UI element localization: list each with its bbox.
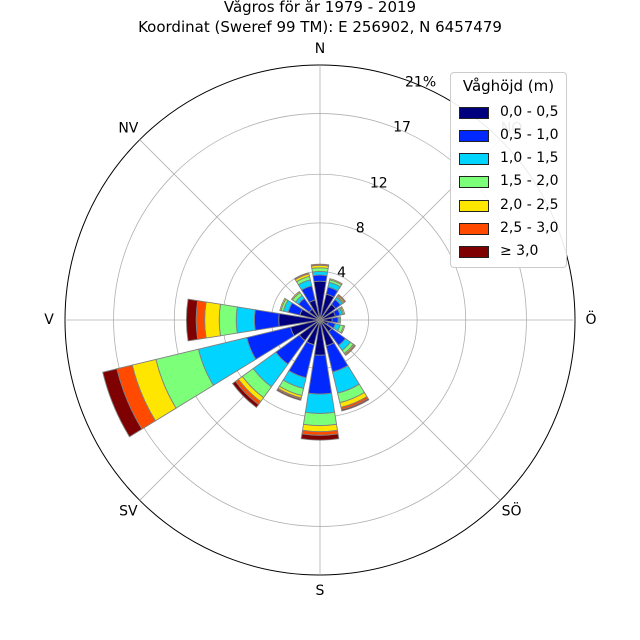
direction-label: SÖ	[502, 502, 522, 520]
legend-label: 2,5 - 3,0	[500, 220, 559, 236]
rose-bar-segment	[279, 297, 287, 312]
legend-label: 1,0 - 1,5	[500, 150, 559, 166]
rose-bar-segment	[293, 272, 310, 281]
rose-bar-segment	[300, 433, 340, 441]
legend-swatch	[459, 153, 489, 165]
rose-bar-segment	[340, 325, 346, 334]
rose-bar-segment	[310, 263, 330, 267]
rose-bar-segment	[235, 306, 256, 334]
rose-bar-segment	[204, 301, 221, 339]
legend: Våghöjd (m) 0,0 - 0,5 0,5 - 1,0 1,0 - 1,…	[450, 72, 567, 268]
direction-label: Ö	[585, 310, 596, 328]
rose-bar-segment	[276, 388, 302, 401]
legend-label: 1,5 - 2,0	[500, 173, 559, 189]
rose-bar-segment	[344, 344, 357, 357]
direction-label: N	[315, 41, 325, 57]
legend-swatch	[459, 130, 489, 142]
radial-tick-label: 17	[393, 119, 411, 135]
rose-bar-segment	[290, 290, 301, 301]
ring-gridline	[173, 173, 467, 467]
legend-swatch	[459, 223, 489, 235]
legend-swatch	[459, 246, 489, 258]
radial-tick-label: 12	[370, 175, 388, 191]
ring-gridline	[113, 113, 527, 527]
radial-gridline	[139, 139, 321, 321]
legend-item: 1,5 - 2,0	[457, 173, 565, 192]
radial-tick-label: 4	[337, 265, 346, 281]
rose-bar-segment	[231, 380, 260, 409]
legend-item: 1,0 - 1,5	[457, 150, 565, 169]
legend-label: 0,5 - 1,0	[500, 127, 559, 143]
rose-bar-segment	[304, 392, 336, 414]
direction-label: SV	[119, 504, 138, 520]
legend-item: ≥ 3,0	[457, 243, 565, 262]
legend-label: ≥ 3,0	[500, 243, 539, 259]
rose-bar-segment	[312, 274, 328, 283]
legend-swatch	[459, 176, 489, 188]
legend-label: 2,0 - 2,5	[500, 197, 559, 213]
rose-bar-segment	[307, 354, 333, 395]
legend-item: 0,0 - 0,5	[457, 104, 565, 123]
legend-item: 2,0 - 2,5	[457, 197, 565, 216]
rose-bar-segment	[186, 298, 199, 342]
chart-title: Vågros för år 1979 - 2019	[223, 0, 417, 16]
rose-bar-segment	[253, 309, 280, 331]
rose-bar-segment	[338, 316, 342, 324]
legend-item: 0,5 - 1,0	[457, 127, 565, 146]
rose-bar-segment	[195, 300, 207, 340]
direction-label: V	[44, 312, 54, 328]
rose-bar-segment	[218, 303, 238, 337]
rose-bar-segment	[302, 411, 338, 427]
chart-subtitle: Koordinat (Sweref 99 TM): E 256902, N 64…	[138, 18, 502, 36]
rose-bar-segment	[102, 368, 143, 438]
rose-bar-segment	[331, 316, 339, 324]
radial-tick-label: 21%	[405, 74, 436, 90]
legend-swatch	[459, 200, 489, 212]
legend-swatch	[459, 107, 489, 119]
direction-label: S	[316, 583, 325, 599]
rose-bar-segment	[329, 278, 343, 286]
rose-bar-segment	[340, 398, 370, 412]
legend-label: 0,0 - 0,5	[500, 104, 559, 120]
direction-label: NV	[118, 120, 138, 136]
rose-bar-segment	[340, 306, 346, 315]
rose-bar-segment	[337, 293, 347, 303]
legend-title: Våghöjd (m)	[462, 77, 555, 95]
radial-tick-label: 8	[356, 220, 365, 236]
legend-item: 2,5 - 3,0	[457, 220, 565, 239]
